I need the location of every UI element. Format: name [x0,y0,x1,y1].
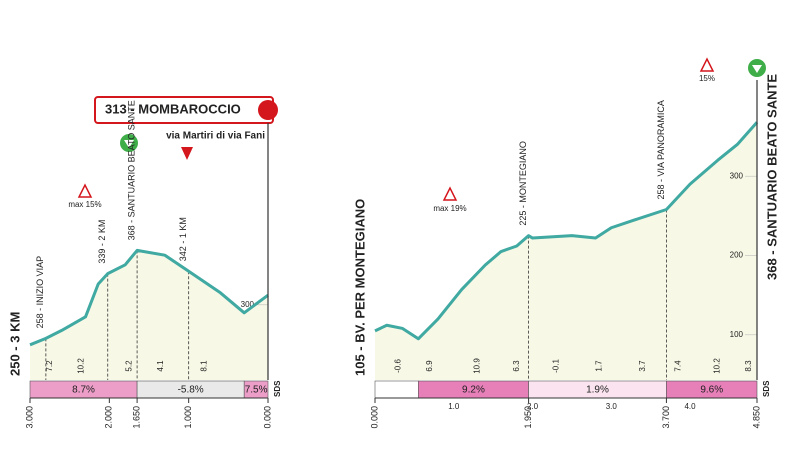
distance-label: 0.000 [369,406,379,429]
profile-area [375,122,757,381]
title: 313 - MOMBAROCCIO [105,101,241,116]
top-gradient: 15% [699,74,715,83]
distance-label: 1.950 [523,406,533,429]
gradient-label: 10.2 [713,358,722,374]
landmark-label: 368 - SANTUARIO BEATO SANTE [126,100,136,240]
km-tick-label: 2.0 [527,402,539,411]
landmark-label: 342 - 1 KM [178,217,188,261]
segment-label: 1.9% [586,385,609,396]
segment-label: 7.5% [245,385,268,396]
distance-label: 4.850 [751,406,761,429]
segment-label: 8.7% [72,385,95,396]
gradient-label: 6.9 [425,360,434,372]
gradient-label: 7.2 [45,360,54,372]
distance-label: 3.000 [24,406,34,429]
profile-line [374,121,759,341]
profile-area [30,250,268,380]
segment-label: 9.6% [700,385,723,396]
gradient-label: 8.3 [744,360,753,372]
finish-icon [258,100,278,120]
y-tick-label: 300 [241,300,255,309]
km-flag [181,147,193,160]
warning-icon [699,57,715,72]
gradient-label: 10.9 [473,358,482,374]
start-label: 105 - BV. PER MONTEGIANO [352,199,367,376]
profile-line [29,248,269,347]
landmark-label: 225 - MONTEGIANO [518,141,528,226]
landmark-label: 339 - 2 KM [97,220,107,264]
segment-label: 9.2% [462,385,485,396]
max-gradient: max 19% [433,204,466,213]
gradient-segment [374,380,419,399]
km-tick-label: 1.0 [448,402,460,411]
segment-label: -5.8% [178,385,204,396]
sprint-icon-arrow [124,140,134,148]
gradient-label: 7.4 [673,360,682,372]
start-label: 250 - 3 KM [7,312,22,376]
landmark-label: 258 - INIZIO VIAP [35,256,45,329]
logo: SDS [762,380,771,397]
end-label: 368 - SANTUARIO BEATO SANTE [764,74,779,280]
distance-label: 0.000 [262,406,272,429]
y-tick-label: 300 [730,171,744,180]
y-tick-label: 100 [730,330,744,339]
km-tick-label: 4.0 [684,402,696,411]
gradient-label: 8.1 [200,360,209,372]
gradient-label: -0.6 [394,359,403,373]
warning-icon [77,183,93,198]
distance-label: 3.700 [661,406,671,429]
distance-label: 2.000 [104,406,114,429]
logo: SDS [273,380,282,397]
gradient-label: 5.2 [124,360,133,372]
subtitle: via Martiri di via Fani [166,131,265,142]
gradient-label: 10.2 [77,358,86,374]
sprint-icon-arrow [752,65,762,73]
gradient-label: 6.3 [512,360,521,372]
distance-label: 1.000 [183,406,193,429]
gradient-label: 1.7 [595,360,604,372]
km-tick-label: 3.0 [606,402,618,411]
y-tick-label: 200 [730,251,744,260]
gradient-label: 3.7 [638,360,647,372]
max-gradient: max 15% [68,200,101,209]
distance-label: 1.650 [131,406,141,429]
gradient-label: -0.1 [551,359,560,373]
warning-icon [442,186,458,201]
gradient-label: 4.1 [156,360,165,372]
landmark-label: 258 - VIA PANORAMICA [656,100,666,199]
